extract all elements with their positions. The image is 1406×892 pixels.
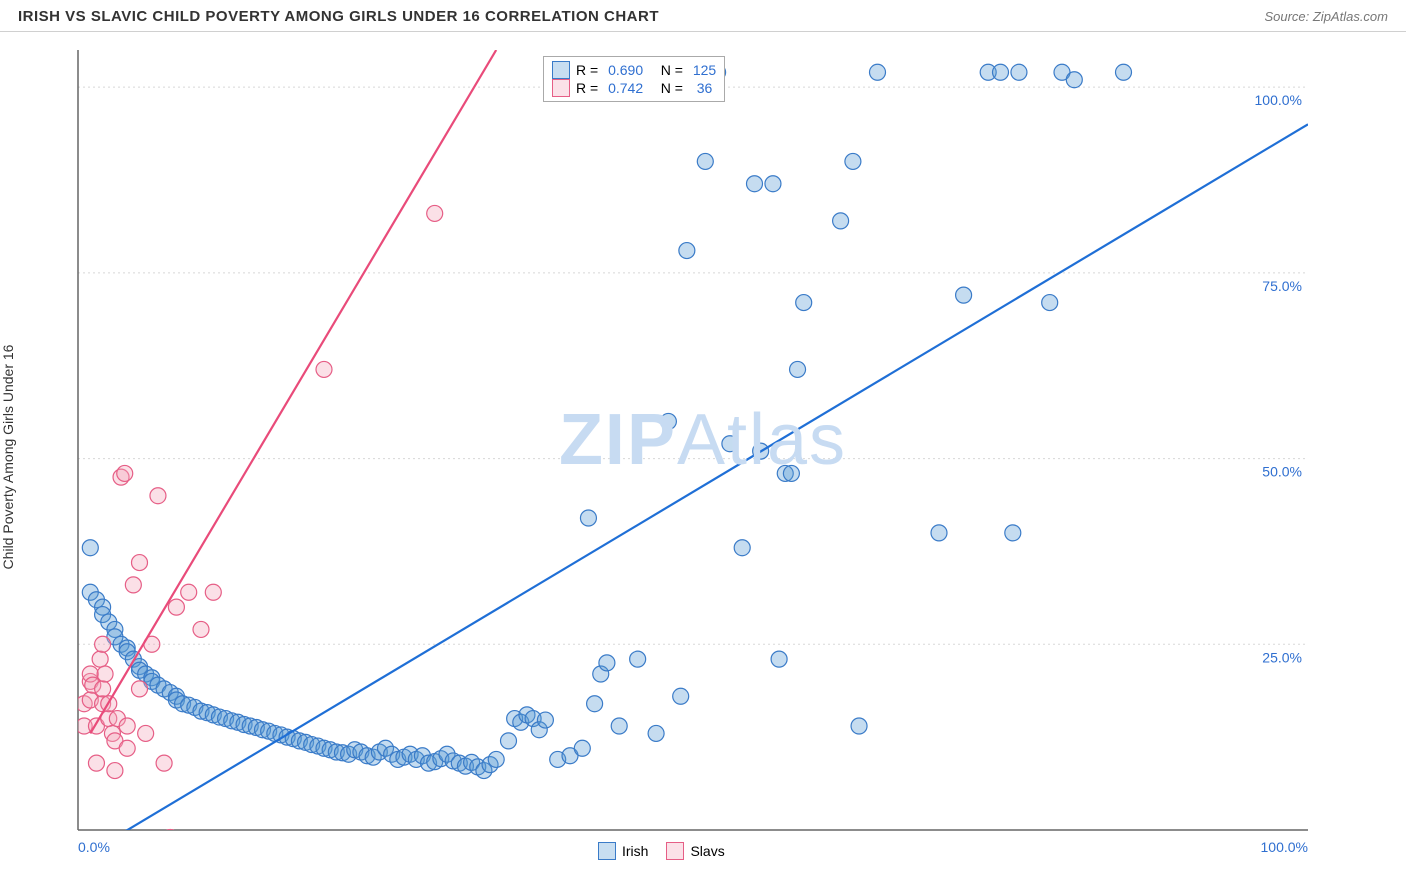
legend-row-slavs: R = 0.742 N = 36	[552, 79, 716, 97]
legend-row-irish: R = 0.690 N = 125	[552, 61, 716, 79]
chart-area: Child Poverty Among Girls Under 16 25.0%…	[18, 40, 1388, 874]
svg-text:100.0%: 100.0%	[1255, 92, 1302, 108]
source-prefix: Source:	[1264, 9, 1312, 24]
legend-swatch	[666, 842, 684, 860]
legend-n-value: 125	[693, 62, 716, 78]
legend-r-value: 0.742	[608, 80, 643, 96]
legend-n-value: 36	[693, 80, 712, 96]
legend-item-slavs: Slavs	[666, 842, 724, 860]
legend-item-irish: Irish	[598, 842, 648, 860]
svg-text:0.0%: 0.0%	[78, 839, 110, 855]
correlation-legend: R = 0.690 N = 125R = 0.742 N = 36	[543, 56, 725, 102]
legend-r-label: R =	[576, 80, 602, 96]
series-legend: Irish Slavs	[598, 842, 725, 860]
legend-swatch	[552, 61, 570, 79]
legend-r-label: R =	[576, 62, 602, 78]
svg-text:50.0%: 50.0%	[1262, 464, 1302, 480]
source-label: Source: ZipAtlas.com	[1264, 9, 1388, 24]
svg-text:100.0%: 100.0%	[1261, 839, 1308, 855]
legend-n-label: N =	[649, 80, 687, 96]
svg-text:25.0%: 25.0%	[1262, 649, 1302, 665]
legend-swatch	[552, 79, 570, 97]
title-bar: IRISH VS SLAVIC CHILD POVERTY AMONG GIRL…	[0, 0, 1406, 32]
legend-swatch	[598, 842, 616, 860]
svg-text:75.0%: 75.0%	[1262, 278, 1302, 294]
legend-series-name: Irish	[622, 843, 648, 859]
legend-series-name: Slavs	[690, 843, 724, 859]
chart-title: IRISH VS SLAVIC CHILD POVERTY AMONG GIRL…	[18, 8, 659, 25]
legend-n-label: N =	[649, 62, 687, 78]
scatter-plot: 25.0% 50.0% 75.0% 100.0% 0.0% 100.0%	[18, 40, 1388, 880]
legend-r-value: 0.690	[608, 62, 643, 78]
y-axis-label: Child Poverty Among Girls Under 16	[0, 345, 16, 570]
source-name: ZipAtlas.com	[1313, 9, 1388, 24]
